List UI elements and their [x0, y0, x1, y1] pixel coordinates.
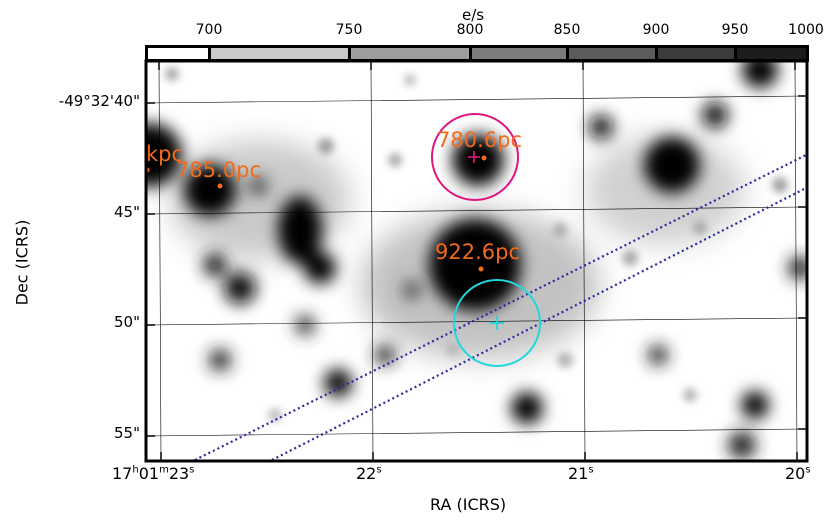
- dec-tick-label: -49°32'40": [58, 92, 140, 110]
- axis-ticks: [147, 62, 806, 460]
- ra-tick-label: 21s: [568, 464, 594, 483]
- ra-tick-label: 20s: [785, 464, 811, 483]
- image-frame: [144, 59, 809, 463]
- cyan-crosshair-marker: [490, 316, 504, 330]
- distance-label: kpc: [146, 142, 184, 166]
- colorbar-tick: 1000: [788, 22, 824, 38]
- dec-tick-label: 50": [114, 313, 140, 331]
- colorbar-tick: 750: [335, 22, 363, 38]
- colorbar-tick: 850: [553, 22, 581, 38]
- colorbar-unit-label: e/s: [462, 6, 485, 24]
- cyan-aperture-circle: [453, 279, 541, 367]
- y-axis-label: Dec (ICRS): [12, 219, 32, 306]
- colorbar-tick: 800: [456, 22, 484, 38]
- colorbar-tick: 900: [642, 22, 670, 38]
- colorbar: [145, 45, 809, 62]
- magenta-aperture-circle: [431, 113, 519, 201]
- ra-tick-label: 17h01m23s: [112, 464, 195, 483]
- colorbar-tick: 700: [195, 22, 223, 38]
- distance-label: 922.6pc: [435, 240, 520, 264]
- x-axis-label: RA (ICRS): [430, 495, 507, 514]
- colorbar-tick: 950: [721, 22, 749, 38]
- dec-tick-label: 55": [114, 424, 140, 442]
- sky-image: [147, 62, 806, 460]
- dec-tick-label: 45": [114, 203, 140, 221]
- magenta-crosshair-marker: [468, 151, 480, 163]
- coordinate-grid: [147, 62, 806, 460]
- distance-label: 785.0pc: [176, 158, 261, 182]
- distance-label: 780.6pc: [437, 128, 522, 152]
- source-position-dots: [147, 155, 487, 272]
- ra-tick-label: 22s: [356, 464, 382, 483]
- slit-outline: [194, 154, 806, 460]
